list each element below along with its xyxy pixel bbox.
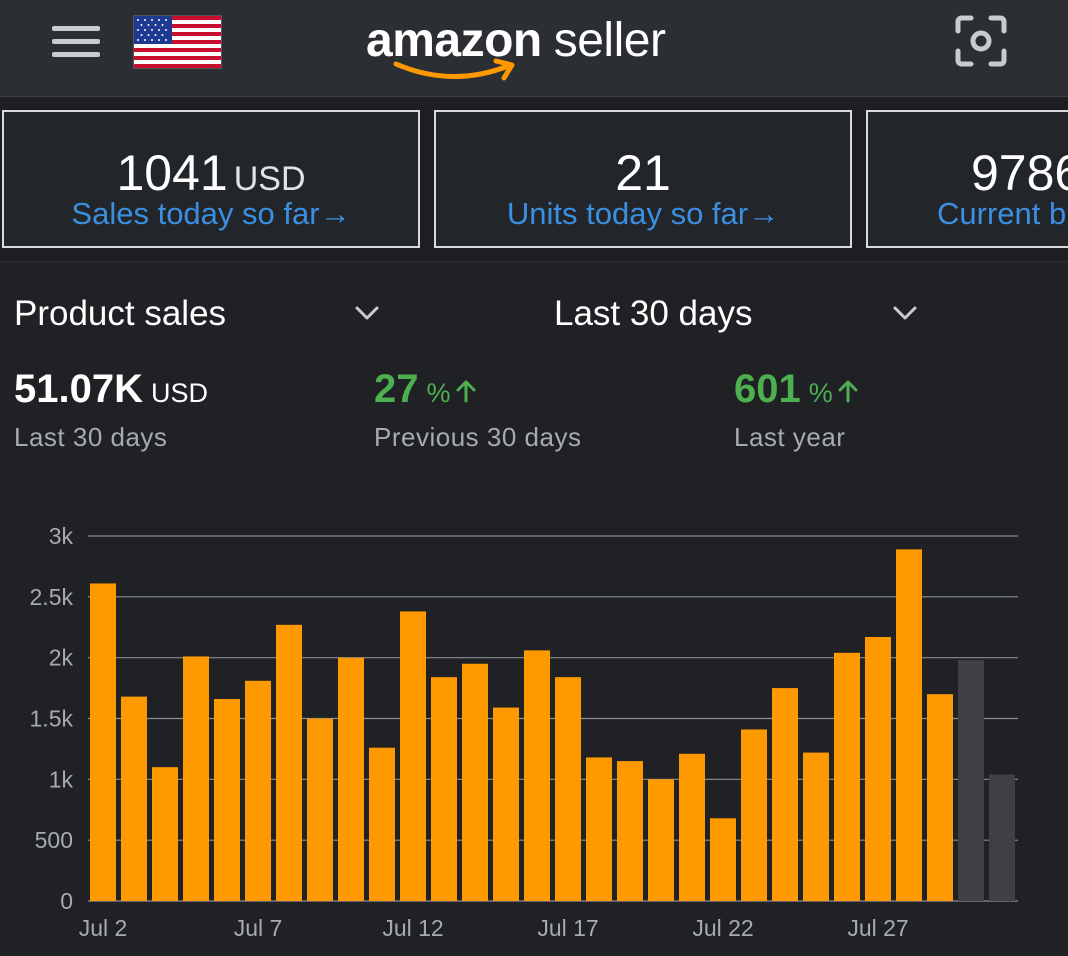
sales-bar [896, 549, 922, 901]
sales-bar [927, 694, 953, 901]
last-year-label: Last year [734, 422, 846, 452]
chevron-down-icon [893, 306, 917, 320]
previous-period-label: Previous 30 days [374, 422, 582, 452]
sales-bar [648, 779, 674, 901]
sales-bar [741, 729, 767, 901]
sales-today-card[interactable]: 1041 USD Sales today so far→ [2, 110, 420, 248]
previous-period-stat: 27% Previous 30 days [374, 366, 582, 452]
projected-bar [989, 774, 1015, 901]
total-sales-label: Last 30 days [14, 422, 168, 452]
sales-bar [431, 677, 457, 901]
arrow-up-icon [838, 380, 858, 403]
projected-bar [958, 660, 984, 901]
x-tick-label: Jul 17 [537, 915, 598, 941]
metric-dropdown-value: Product sales [14, 294, 227, 333]
sales-bar [555, 677, 581, 901]
logo-brand: amazon [366, 14, 542, 67]
y-tick-label: 1k [49, 766, 74, 792]
sales-bar [121, 696, 147, 901]
sales-bar [865, 636, 891, 901]
arrow-up-icon [456, 380, 476, 403]
x-tick-label: Jul 2 [79, 915, 128, 941]
sales-bar [400, 611, 426, 901]
y-tick-label: 0 [60, 888, 73, 914]
metric-cards: 1041 USD Sales today so far→ 21 Units tod… [0, 98, 1068, 262]
card-value: 1041 USD [116, 145, 306, 201]
card-value: 9786 [971, 145, 1068, 201]
card-value: 21 [615, 145, 671, 201]
sales-bar [524, 650, 550, 901]
arrow-right-icon: → [319, 196, 351, 231]
period-dropdown-value: Last 30 days [554, 294, 753, 333]
sales-bar [679, 753, 705, 901]
metric-dropdown[interactable]: Product sales [14, 288, 386, 338]
sales-bar [772, 688, 798, 901]
sales-bar [710, 818, 736, 901]
y-tick-label: 1.5k [30, 706, 74, 732]
sales-bar [90, 583, 116, 901]
y-tick-label: 3k [49, 523, 74, 549]
sales-bar-chart: 0 500 1k 1.5k 2k 2.5k 3k Jul 2 Jul 7 Jul 12 Jul 17… [0, 515, 1068, 956]
total-sales-value: 51.07K USD [14, 367, 208, 411]
sales-bar [338, 657, 364, 901]
chevron-down-icon [355, 306, 379, 320]
y-tick-label: 2k [49, 645, 74, 671]
sales-bar [214, 699, 240, 901]
y-tick-label: 500 [35, 827, 73, 853]
sales-bar [245, 680, 271, 901]
smile-arrow-icon [393, 58, 515, 81]
logo-suffix: seller [553, 14, 666, 67]
sales-bar [834, 652, 860, 901]
x-tick-label: Jul 7 [234, 915, 283, 941]
bar-chart-svg: 0 500 1k 1.5k 2k 2.5k 3k Jul 2 Jul 7 Jul 12 Jul 17… [30, 523, 1018, 941]
us-flag-icon[interactable] [134, 16, 221, 68]
sales-bar [803, 752, 829, 901]
x-tick-label: Jul 12 [382, 915, 443, 941]
y-tick-label: 2.5k [30, 584, 74, 610]
sales-bar [152, 767, 178, 901]
scan-icon[interactable] [954, 14, 1008, 68]
total-sales-stat: 51.07K USD Last 30 days [14, 366, 208, 452]
current-balance-card[interactable]: 9786 Current b [866, 110, 1068, 248]
sales-bar [276, 624, 302, 901]
units-today-link[interactable]: Units today so far→ [506, 196, 780, 231]
amazon-seller-logo: amazon seller [366, 6, 696, 86]
units-today-card[interactable]: 21 Units today so far→ [434, 110, 852, 248]
period-dropdown[interactable]: Last 30 days [554, 288, 926, 338]
last-year-value: 601% [734, 366, 859, 416]
sales-bar [307, 718, 333, 901]
menu-icon[interactable] [52, 24, 102, 58]
x-tick-label: Jul 27 [847, 915, 908, 941]
current-balance-link[interactable]: Current b [937, 196, 1067, 231]
sales-bar [462, 663, 488, 901]
sales-bar [369, 747, 395, 901]
last-year-stat: 601% Last year [734, 366, 859, 452]
sales-bar [586, 757, 612, 901]
sales-bar [493, 707, 519, 901]
x-tick-label: Jul 22 [692, 915, 753, 941]
previous-period-value: 27% [374, 366, 581, 416]
sales-bar [617, 761, 643, 901]
sales-today-link[interactable]: Sales today so far→ [71, 196, 351, 231]
sales-bar [183, 656, 209, 901]
app-header: amazon seller [0, 0, 1068, 97]
arrow-right-icon: → [748, 196, 780, 231]
